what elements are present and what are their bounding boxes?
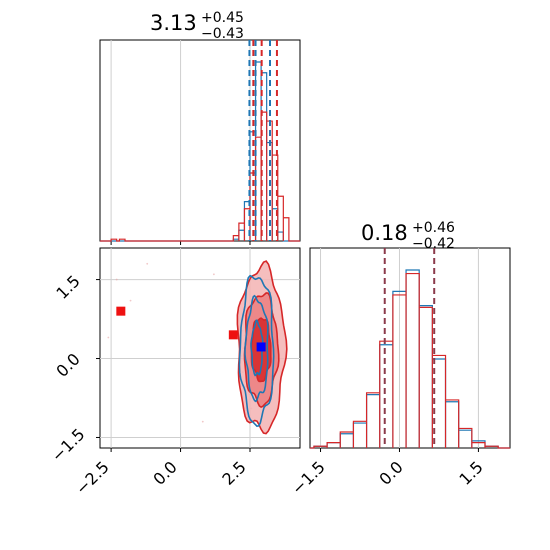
contour-level-blue: [238, 274, 275, 427]
contour-level-blue: [250, 319, 264, 377]
joint-y-tick-label: 1.5: [52, 271, 83, 302]
joint-y-tick-labels: −1.5 0.0 1.5: [48, 271, 89, 465]
marginal-x-title-sub: −0.43: [201, 26, 244, 42]
sample-point: [146, 262, 149, 265]
marginal-x-title-sup: +0.45: [201, 10, 244, 26]
contour-level-blue: [244, 294, 269, 403]
marginal-y-title-main: 0.18: [361, 221, 408, 245]
joint-y-tick-label: 0.0: [52, 349, 83, 380]
histogram-series: [310, 269, 510, 449]
joint-panel: [96, 247, 301, 452]
joint-x-tick-label: 0.0: [149, 457, 180, 488]
marginal-y-x-tick-label: 1.5: [455, 457, 486, 488]
marker-square: [256, 342, 266, 352]
marker-square: [228, 330, 238, 340]
marginal-y-title-sub: −0.42: [412, 236, 455, 252]
marginal-y-frame: [309, 247, 511, 449]
marginal-x-title-main: 3.13: [150, 11, 197, 35]
marginal-y-title-sup: +0.46: [412, 220, 455, 236]
marginal-y-panel: 0.18 +0.46 −0.42: [309, 220, 511, 452]
joint-frame: [99, 247, 301, 449]
joint-x-tick-label: 2.5: [218, 457, 249, 488]
marginal-y-x-tick-label: 0.0: [375, 457, 406, 488]
joint-x-tick-labels: −2.5 0.0 2.5: [72, 457, 250, 498]
sample-point: [129, 299, 132, 302]
marginal-y-x-tick-label: −1.5: [288, 457, 329, 498]
sample-point: [212, 273, 215, 276]
sample-point: [107, 336, 110, 339]
marginal-x-title: 3.13: [150, 11, 197, 35]
sample-point: [115, 278, 118, 281]
histogram-series: [310, 272, 510, 449]
sample-point: [201, 420, 204, 423]
marker-square: [116, 306, 126, 316]
marginal-y-x-tick-labels: −1.5 0.0 1.5: [288, 457, 487, 498]
joint-y-tick-label: −1.5: [48, 425, 89, 466]
joint-x-tick-label: −2.5: [72, 457, 113, 498]
marginal-x-panel: 3.13 +0.45 −0.43: [99, 10, 301, 245]
